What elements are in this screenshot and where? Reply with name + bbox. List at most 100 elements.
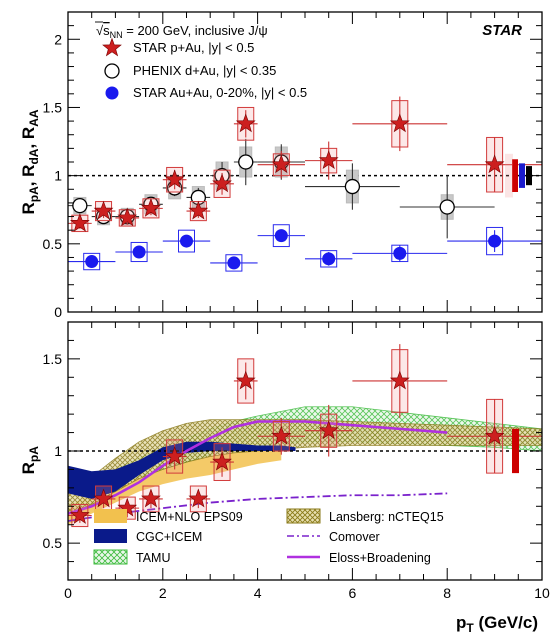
star-auau-point xyxy=(393,246,407,260)
legend-marker xyxy=(102,37,122,57)
y-title-part: R xyxy=(19,202,38,214)
legend-entry-label: Lansberg: nCTEQ15 xyxy=(329,510,444,524)
legend-marker xyxy=(104,63,120,79)
star-pau-series xyxy=(68,96,542,233)
y-title-part: , R xyxy=(19,165,38,187)
y-title-part: R xyxy=(19,462,38,474)
star-auau-series xyxy=(68,224,542,272)
phenix-dau-point xyxy=(344,178,361,195)
bottom-star-pau-point xyxy=(271,425,292,445)
star-pau-point xyxy=(117,207,138,227)
x-axis-title: pT (GeV/c) xyxy=(456,613,538,635)
x-tick-label: 4 xyxy=(254,585,262,601)
y-tick-label: 2 xyxy=(54,31,62,47)
x-title-part: T xyxy=(466,621,474,635)
legend-entry-label: STAR Au+Au, 0-20%, |y| < 0.5 xyxy=(133,85,307,100)
legend-swatch xyxy=(94,529,127,543)
y-title-part: dA xyxy=(27,148,41,164)
cgc-icem-band xyxy=(68,441,296,499)
star-auau-point xyxy=(488,234,502,248)
y-title-part: pA xyxy=(27,446,41,462)
bottom-star-pau-point xyxy=(93,488,114,508)
y-title-part: , R xyxy=(19,127,38,149)
star-auau-point xyxy=(227,256,241,270)
legend-entry-label: PHENIX d+Au, |y| < 0.35 xyxy=(133,63,276,78)
star-collaboration-label: STAR xyxy=(482,22,522,39)
legend-header-root: √ xyxy=(96,23,104,38)
y-tick-label: 0.5 xyxy=(43,535,63,551)
legend-entry-label: Comover xyxy=(329,530,380,544)
star-pau-point xyxy=(141,197,161,217)
eloss-broadening-line xyxy=(68,420,448,515)
y-title-part: pA xyxy=(27,186,41,202)
star-pau-point xyxy=(93,200,114,220)
bottom-star-pau-point xyxy=(188,488,209,508)
y-tick-label: 0 xyxy=(54,304,62,320)
bottom-star-pau-point xyxy=(235,370,256,390)
global-uncertainty-box xyxy=(519,163,525,188)
legend-header-s: s xyxy=(103,23,110,38)
star-pau-point xyxy=(69,212,90,232)
legend-header-rest: = 200 GeV, inclusive J/ψ xyxy=(123,23,268,38)
star-pau-point xyxy=(235,113,256,133)
legend-entry-label: TAMU xyxy=(136,551,171,565)
global-uncertainty-box xyxy=(512,159,518,192)
legend-header-sub: NN xyxy=(110,30,123,40)
bottom-global-uncertainty-box xyxy=(512,428,519,474)
y-tick-label: 1 xyxy=(54,443,62,459)
x-title-part: p xyxy=(456,613,466,632)
bottom-plot-area xyxy=(68,344,542,528)
phenix-dau-point xyxy=(72,197,88,214)
y-title-part: AA xyxy=(27,109,41,127)
legend-swatch xyxy=(94,509,127,523)
legend-entry-label: CGC+ICEM xyxy=(136,530,202,544)
bottom-star-pau-point xyxy=(141,488,161,508)
legend-marker xyxy=(105,86,119,100)
star-pau-point xyxy=(484,154,505,174)
bottom-star-pau-point xyxy=(164,446,185,465)
bottom-star-pau-point xyxy=(69,505,90,524)
bottom-star-pau-point xyxy=(389,370,410,390)
bottom-y-axis-title: RpA xyxy=(19,446,41,475)
x-title-part: (GeV/c) xyxy=(474,613,538,632)
global-uncertainty-box xyxy=(526,166,532,186)
legend-entry-label: Eloss+Broadening xyxy=(329,551,431,565)
x-tick-label: 2 xyxy=(159,585,167,601)
star-pau-point xyxy=(188,200,209,220)
legend-entry-label: STAR p+Au, |y| < 0.5 xyxy=(133,40,254,55)
legend-swatch xyxy=(286,508,321,524)
x-tick-label: 8 xyxy=(443,585,451,601)
star-auau-point xyxy=(132,245,146,259)
y-tick-label: 1.5 xyxy=(43,351,63,367)
star-pau-point xyxy=(164,169,185,189)
x-tick-label: 10 xyxy=(534,585,550,601)
top-y-axis-title: RpA, RdA, RAA xyxy=(19,109,41,214)
star-pau-point xyxy=(389,113,410,133)
phenix-dau-point xyxy=(439,199,455,215)
star-pau-point xyxy=(271,154,292,174)
x-tick-label: 0 xyxy=(64,585,72,601)
x-tick-label: 6 xyxy=(349,585,357,601)
bottom-star-pau-point xyxy=(318,420,339,440)
legend-entry-label: ICEM+NLO EPS09 xyxy=(136,510,243,524)
star-pau-point xyxy=(318,150,339,170)
bottom-star-pau-point xyxy=(212,451,232,471)
star-auau-point xyxy=(322,252,336,266)
bottom-star-pau-point xyxy=(117,497,138,517)
legend-header: √sNN = 200 GeV, inclusive J/ψ xyxy=(96,23,268,40)
star-auau-point xyxy=(274,229,288,243)
phenix-dau-point xyxy=(238,154,254,170)
star-auau-point xyxy=(85,255,99,269)
y-tick-label: 0.5 xyxy=(43,236,63,252)
star-auau-point xyxy=(180,234,193,248)
legend-swatch xyxy=(93,549,128,565)
y-tick-label: 1 xyxy=(54,168,62,184)
bottom-star-pau-point xyxy=(484,425,505,445)
global-uncertainty-halo xyxy=(505,153,513,198)
bottom-panel: 0 2 4 6 8 10 0.5 1 1.5 RpA pT (GeV/c) ICEM+NLO EPS0… xyxy=(19,321,550,635)
star-pau-point xyxy=(212,173,232,193)
y-tick-label: 1.5 xyxy=(43,99,63,115)
